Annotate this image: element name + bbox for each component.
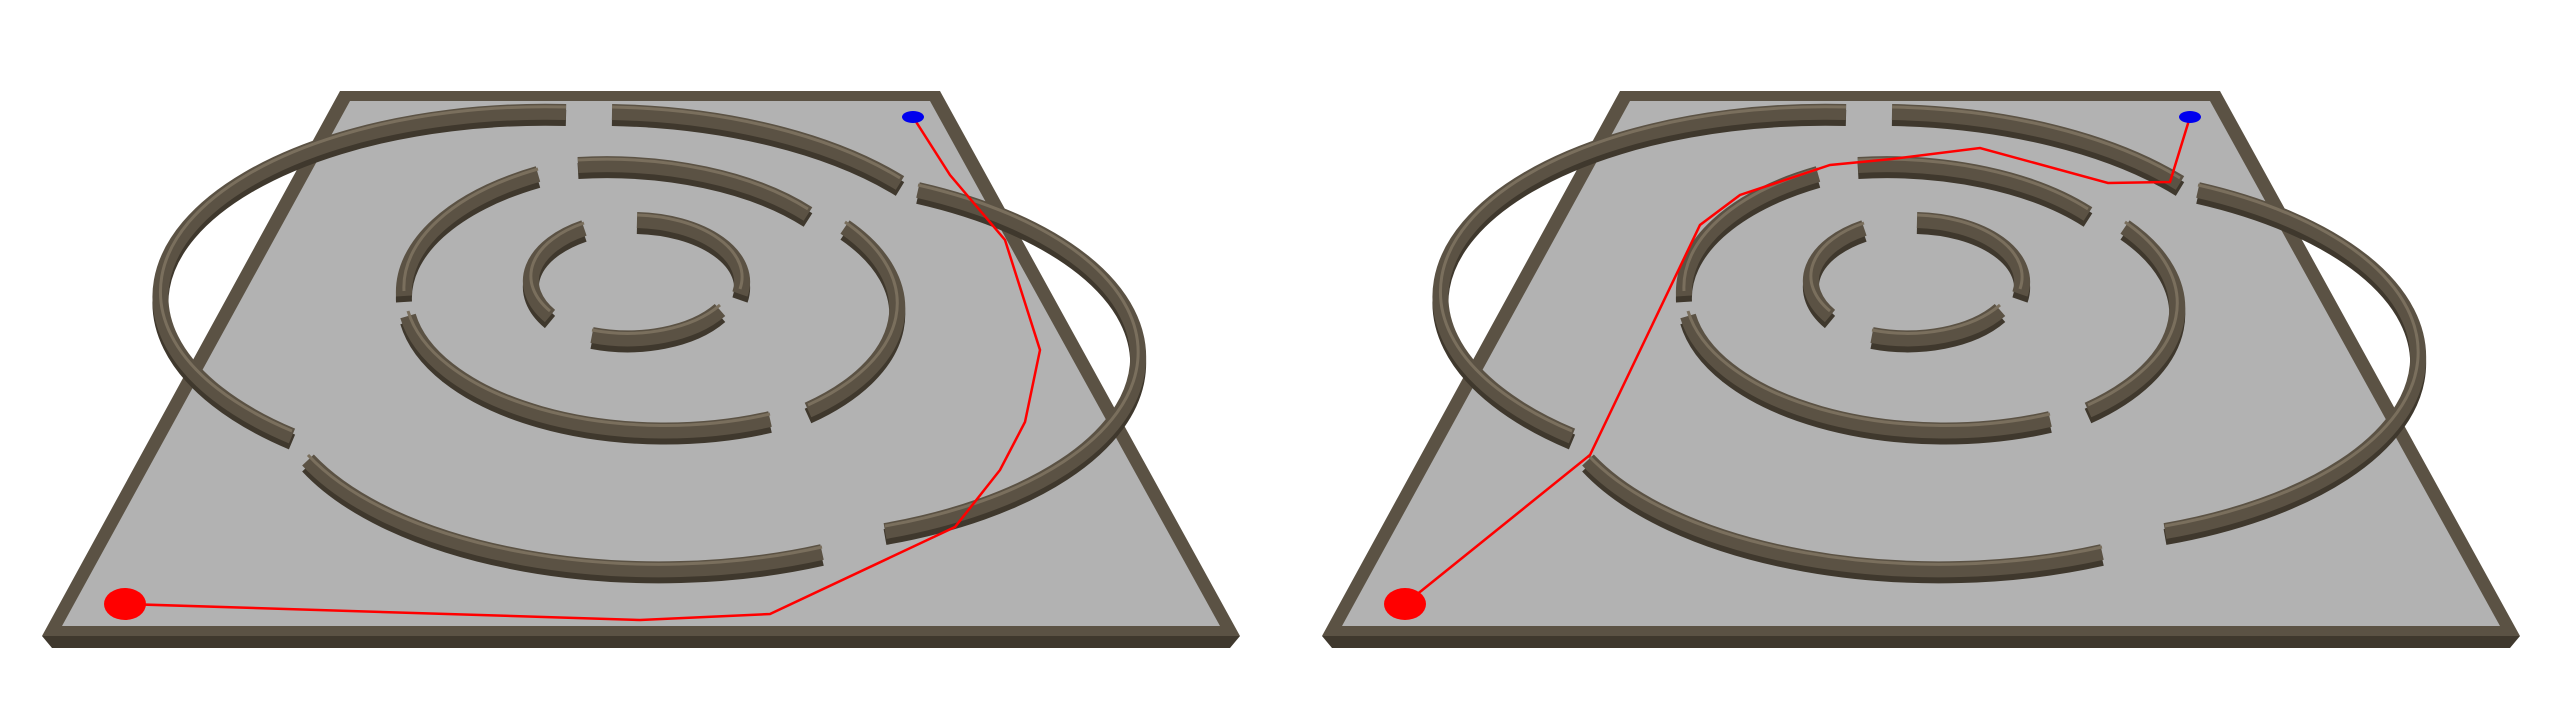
start-marker-left: [104, 588, 146, 620]
maze-panel-left: [42, 91, 1240, 648]
start-marker-right: [1384, 588, 1426, 620]
goal-marker-right: [2179, 111, 2201, 123]
path-line-left: [124, 116, 1042, 622]
maze-panel-right: [1322, 91, 2520, 648]
path-line-right: [1404, 116, 2192, 605]
goal-marker-left: [902, 111, 924, 123]
